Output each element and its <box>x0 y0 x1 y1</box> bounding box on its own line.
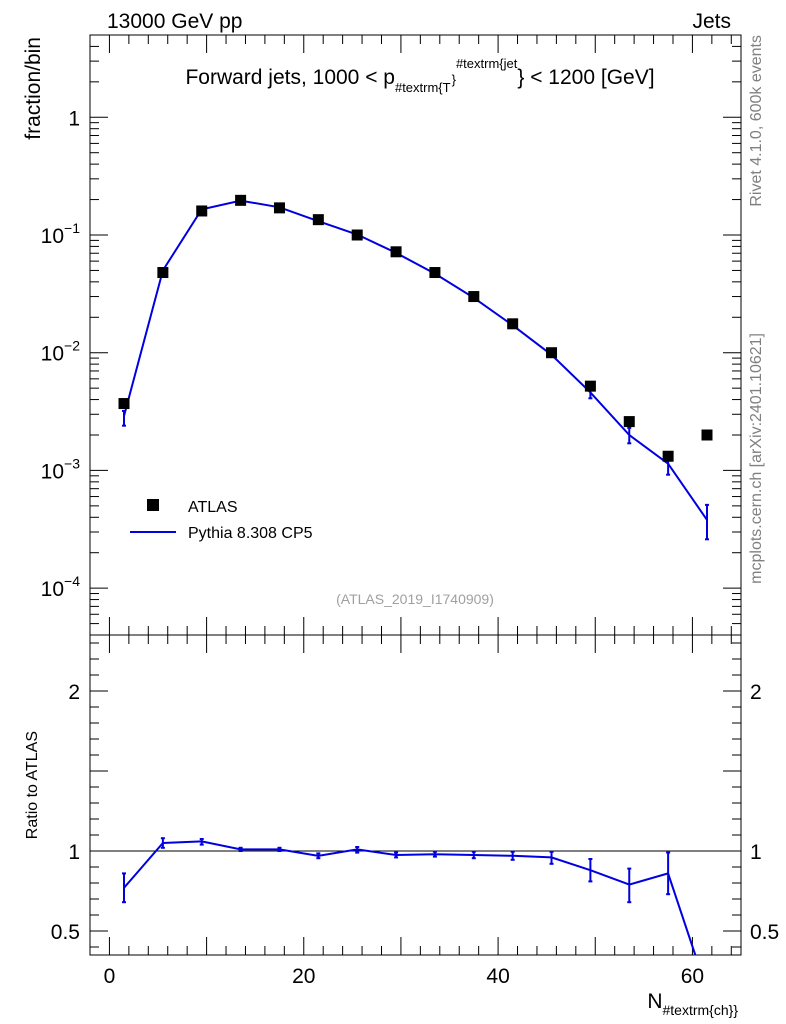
atlas-point <box>390 246 402 258</box>
y-tick-label-ratio: 1 <box>68 841 80 864</box>
atlas-point <box>623 416 635 428</box>
ratio-ylabel: Ratio to ATLAS <box>24 731 41 839</box>
legend: ATLAS Pythia 8.308 CP5 <box>130 499 313 542</box>
ratio-x-ticks: 0 20 40 60 <box>104 635 732 988</box>
mcplots-label: mcplots.cern.ch [arXiv:2401.10621] <box>748 333 765 584</box>
y-tick-label-main: 1 <box>68 107 80 130</box>
atlas-point <box>507 318 519 330</box>
atlas-point <box>235 194 247 206</box>
y-tick-label-main: 10−4 <box>41 573 81 601</box>
atlas-point <box>312 214 324 226</box>
ratio-plot-area <box>90 837 741 956</box>
ratio-y-ticks: 2 2 1 1 0.5 0.5 <box>51 642 779 948</box>
legend-marker-atlas <box>147 499 159 511</box>
header-left: 13000 GeV pp <box>107 10 242 33</box>
legend-label-pythia: Pythia 8.308 CP5 <box>188 525 313 542</box>
main-title: Forward jets, 1000 < p#textrm{T}#textrm{… <box>185 56 654 95</box>
main-panel: Forward jets, 1000 < p#textrm{T}#textrm{… <box>22 34 742 636</box>
atlas-point <box>546 347 558 359</box>
atlas-point <box>468 291 480 303</box>
ratio-panel-frame <box>89 634 742 956</box>
pythia-line <box>123 199 708 521</box>
x-tick-label: 60 <box>681 965 704 988</box>
atlas-point <box>118 398 130 410</box>
x-tick-label: 20 <box>292 965 315 988</box>
y-tick-label-main: 10−3 <box>41 455 81 483</box>
x-tick-label: 40 <box>486 965 509 988</box>
watermark: (ATLAS_2019_I1740909) <box>336 591 494 607</box>
atlas-point <box>157 267 169 279</box>
main-y-ticks: 1 10−1 10−2 10−3 10−4 <box>41 34 741 636</box>
ratio-line <box>123 840 697 956</box>
y-tick-label-ratio-right: 0.5 <box>750 921 779 944</box>
y-tick-label-ratio-right: 2 <box>750 681 762 704</box>
header-right: Jets <box>692 10 731 33</box>
main-panel-frame <box>89 34 742 636</box>
y-tick-label-ratio: 2 <box>68 681 80 704</box>
ratio-xlabel: N#textrm{ch}} <box>647 990 738 1018</box>
atlas-point <box>662 450 674 462</box>
rivet-label: Rivet 4.1.0, 600k events <box>748 35 765 207</box>
ratio-panel: Ratio to ATLAS N#textrm{ch}} 2 21 10.5 0.5 … <box>24 634 779 1018</box>
atlas-point <box>196 205 208 217</box>
y-tick-label-main: 10−2 <box>41 338 81 366</box>
main-ylabel: fraction/bin <box>22 37 45 140</box>
x-tick-label: 0 <box>104 965 116 988</box>
y-tick-label-main: 10−1 <box>41 220 81 248</box>
y-tick-label-ratio: 0.5 <box>51 921 80 944</box>
atlas-point <box>351 229 363 241</box>
legend-label-atlas: ATLAS <box>188 499 238 516</box>
atlas-point <box>273 202 285 214</box>
atlas-point <box>584 380 596 392</box>
main-x-ticks <box>108 35 732 635</box>
y-tick-label-ratio-right: 1 <box>750 841 762 864</box>
atlas-point <box>701 429 713 441</box>
main-plot-area <box>118 194 713 541</box>
atlas-point <box>429 267 441 279</box>
